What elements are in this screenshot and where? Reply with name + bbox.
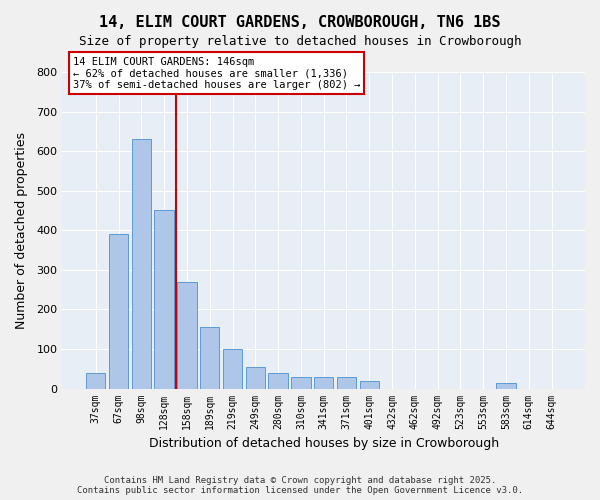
Bar (154, 210, 174, 388)
Bar (131, 139, 151, 388)
Bar (109, 234, 128, 388)
Bar (496, 382, 515, 388)
Bar (337, 376, 356, 388)
Text: Contains HM Land Registry data © Crown copyright and database right 2025.
Contai: Contains HM Land Registry data © Crown c… (77, 476, 523, 495)
X-axis label: Distribution of detached houses by size in Crowborough: Distribution of detached houses by size … (149, 437, 499, 450)
Bar (291, 376, 311, 388)
Text: 14, ELIM COURT GARDENS, CROWBOROUGH, TN6 1BS: 14, ELIM COURT GARDENS, CROWBOROUGH, TN6… (99, 15, 501, 30)
Y-axis label: Number of detached properties: Number of detached properties (15, 132, 28, 329)
Bar (359, 380, 379, 388)
Bar (86, 372, 106, 388)
Text: 14 ELIM COURT GARDENS: 146sqm
← 62% of detached houses are smaller (1,336)
37% o: 14 ELIM COURT GARDENS: 146sqm ← 62% of d… (73, 56, 360, 90)
Bar (314, 376, 334, 388)
Bar (245, 367, 265, 388)
Bar (177, 282, 197, 389)
Text: Size of property relative to detached houses in Crowborough: Size of property relative to detached ho… (79, 35, 521, 48)
Bar (223, 349, 242, 389)
Bar (268, 372, 288, 388)
Bar (200, 327, 220, 388)
